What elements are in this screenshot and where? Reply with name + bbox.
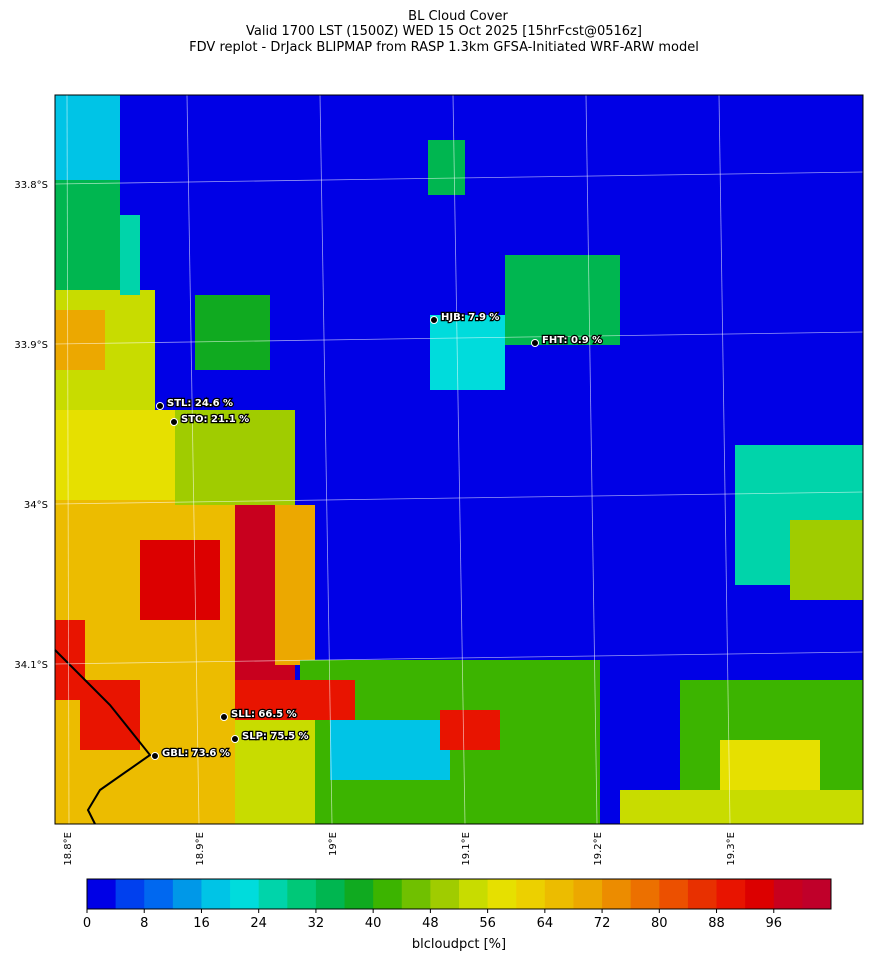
lon-label: 18.8°E	[63, 832, 74, 866]
station-label: HJB: 7.9 %	[441, 312, 499, 323]
station-label: SLL: 66.5 %	[231, 709, 297, 720]
lat-label: 33.8°S	[14, 180, 48, 191]
station-dot	[231, 735, 239, 743]
colorbar-segment	[373, 879, 403, 909]
colorbar-segment	[115, 879, 145, 909]
title-line: FDV replot - DrJack BLIPMAP from RASP 1.…	[189, 40, 699, 55]
title-line: BL Cloud Cover	[408, 9, 508, 24]
colorbar-segment	[516, 879, 546, 909]
colorbar-tick-label: 32	[308, 916, 325, 931]
lon-label: 18.9°E	[195, 832, 206, 866]
lat-label: 33.9°S	[14, 340, 48, 351]
colorbar-segment	[430, 879, 460, 909]
colorbar-segment	[487, 879, 517, 909]
colorbar-tick-label: 40	[365, 916, 382, 931]
colorbar-segment	[172, 879, 202, 909]
colorbar-segment	[201, 879, 231, 909]
map-frame	[54, 94, 864, 825]
colorbar-segment	[687, 879, 718, 909]
station-dot	[430, 316, 438, 324]
colorbar-tick-label: 64	[537, 916, 554, 931]
colorbar-tick-label: 0	[83, 916, 91, 931]
lon-label: 19.2°E	[593, 832, 604, 866]
colorbar-segment	[144, 879, 174, 909]
colorbar-segment	[630, 879, 660, 909]
colorbar-segment	[745, 879, 775, 909]
colorbar-segment	[602, 879, 632, 909]
lon-label: 19.1°E	[461, 832, 472, 866]
lat-label: 34°S	[24, 500, 48, 511]
colorbar-frame	[86, 878, 832, 910]
colorbar-segment	[87, 879, 117, 909]
colorbar-tick-label: 48	[422, 916, 439, 931]
colorbar-segment	[258, 879, 288, 909]
colorbar-segment	[716, 879, 746, 909]
station-label: STL: 24.6 %	[167, 398, 233, 409]
colorbar-segment	[344, 879, 374, 909]
colorbar-tick-label: 72	[594, 916, 611, 931]
lat-label: 34.1°S	[14, 660, 48, 671]
colorbar-segment	[230, 879, 260, 909]
colorbar-tick-label: 80	[651, 916, 668, 931]
colorbar-tick-label: 88	[708, 916, 725, 931]
colorbar-segment	[315, 879, 346, 909]
colorbar-segment	[802, 879, 832, 909]
station-label: FHT: 0.9 %	[542, 335, 602, 346]
colorbar-tick-label: 56	[479, 916, 496, 931]
lon-label: 19°E	[328, 832, 339, 856]
station-dot	[220, 713, 228, 721]
colorbar-segment	[459, 879, 489, 909]
colorbar-segment	[544, 879, 574, 909]
colorbar-tick-label: 96	[765, 916, 782, 931]
station-label: GBL: 73.6 %	[162, 748, 230, 759]
colorbar-tick-label: 8	[140, 916, 148, 931]
colorbar-segment	[287, 879, 317, 909]
station-dot	[170, 418, 178, 426]
map-field	[54, 95, 863, 825]
colorbar-segment	[773, 879, 803, 909]
station-label: SLP: 75.5 %	[242, 731, 309, 742]
colorbar-segment	[573, 879, 603, 909]
station-dot	[531, 339, 539, 347]
station-dot	[156, 402, 164, 410]
colorbar-segment	[659, 879, 689, 909]
colorbar-tick-label: 24	[250, 916, 267, 931]
colorbar-segment	[401, 879, 431, 909]
lon-label: 19.3°E	[726, 832, 737, 866]
colorbar-tick-label: 16	[193, 916, 210, 931]
title-line: Valid 1700 LST (1500Z) WED 15 Oct 2025 […	[246, 24, 642, 39]
colorbar-label: blcloudpct [%]	[412, 937, 506, 952]
station-dot	[151, 752, 159, 760]
station-label: STO: 21.1 %	[181, 414, 249, 425]
graticule	[54, 94, 864, 825]
